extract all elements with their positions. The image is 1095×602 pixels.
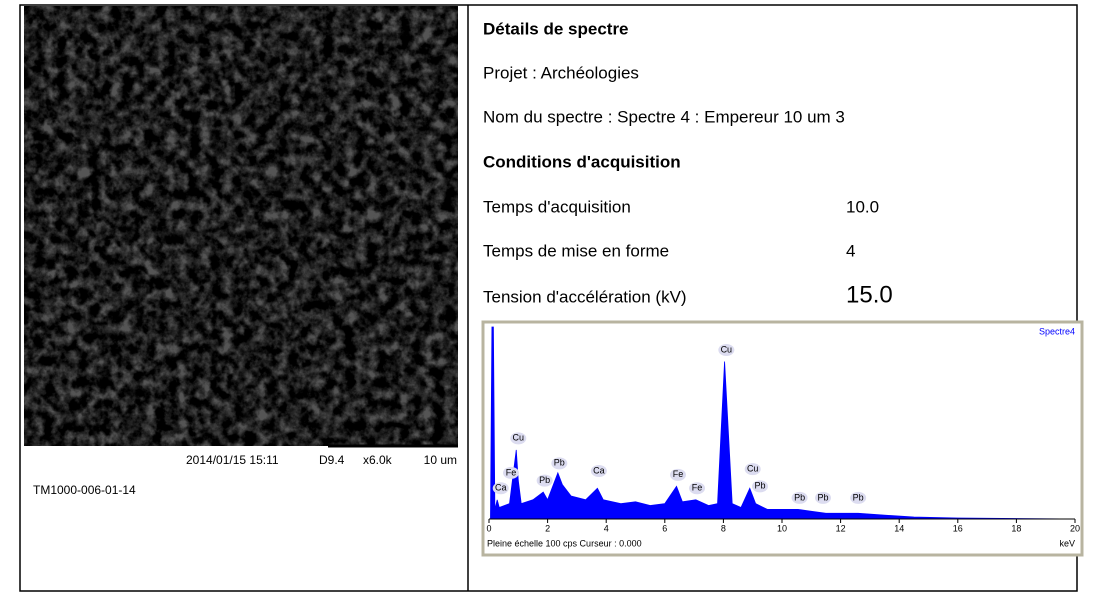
x-tick-label: 14 [894,523,904,533]
caption-scale: 10 um [424,453,457,467]
x-tick-label: 16 [953,523,963,533]
caption-magnification: x6.0k [363,453,393,467]
page: 2014/01/15 15:11 D9.4 x6.0k 10 um TM1000… [0,0,1095,597]
peak-label: Cu [747,463,759,473]
peak-label: Cu [721,344,733,354]
sem-image [24,6,458,446]
peak-label: Ca [593,465,605,475]
peak-label: Fe [673,469,684,479]
footer: Pleine échelle 100 cps Curseur : 0.000 [487,538,642,548]
peak-label: Fe [692,483,703,493]
peak-label: Ca [495,483,507,493]
peak-label: Pb [853,492,864,502]
details-title: Détails de spectre [483,19,629,38]
row-value: 4 [846,241,855,260]
project: Projet : Archéologies [483,63,639,82]
peak-label: Pb [794,492,805,502]
spectrum-name: Nom du spectre : Spectre 4 : Empereur 10… [483,107,845,126]
peak-label: Pb [818,492,829,502]
caption-instrument: TM1000-006-01-14 [33,483,136,497]
x-tick-label: 18 [1011,523,1021,533]
row-label: Temps de mise en forme [483,241,669,260]
peak-label: Cu [513,433,525,443]
x-tick-label: 8 [721,523,726,533]
x-tick-label: 2 [545,523,550,533]
legend: Spectre4 [1039,326,1075,336]
x-tick-label: 0 [486,523,491,533]
row-value: 10.0 [846,197,879,216]
x-tick-label: 4 [604,523,609,533]
x-tick-label: 6 [662,523,667,533]
peak-label: Pb [554,458,565,468]
row-value: 15.0 [846,281,893,308]
conditions-title: Conditions d'acquisition [483,152,681,171]
caption-datetime: 2014/01/15 15:11 [186,453,279,467]
caption-detector: D9.4 [319,453,345,467]
x-tick-label: 20 [1070,523,1080,533]
row-label: Temps d'acquisition [483,197,631,216]
row-label: Tension d'accélération (kV) [483,287,687,306]
peak-label: Fe [506,467,517,477]
peak-label: Pb [755,481,766,491]
peak-label: Pb [539,475,550,485]
x-unit: keV [1059,538,1075,548]
x-tick-label: 10 [777,523,787,533]
x-tick-label: 12 [836,523,846,533]
